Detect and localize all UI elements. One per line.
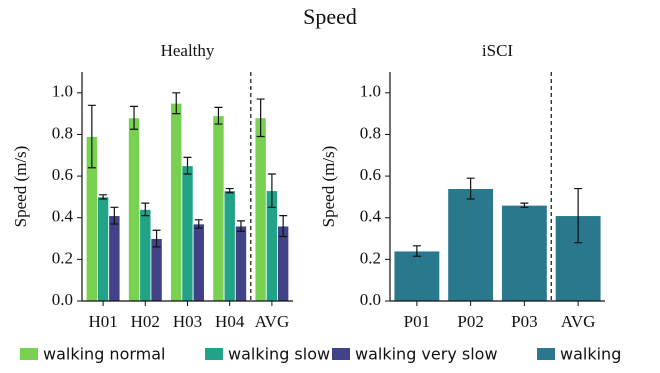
error-bar: [267, 173, 276, 208]
chart-title: iSCI: [482, 41, 514, 60]
x-tick-label: H01: [88, 312, 117, 331]
figure-title: Speed: [303, 4, 357, 29]
y-tick-label: 0.4: [52, 207, 74, 226]
error-bar: [520, 202, 529, 208]
legend-label: walking slow: [228, 345, 330, 364]
y-tick-label: 0.4: [360, 207, 382, 226]
bar: [108, 215, 121, 302]
y-tick-label: 0.2: [52, 248, 73, 267]
legend-swatch: [332, 348, 350, 360]
x-tick-label: AVG: [255, 312, 290, 331]
y-tick-label: 0.2: [360, 248, 381, 267]
x-tick-label: AVG: [561, 312, 596, 331]
bar: [139, 208, 152, 302]
legend-swatch: [20, 348, 38, 360]
error-bar: [225, 187, 234, 194]
x-tick-label: H04: [215, 312, 245, 331]
error-bar: [183, 156, 192, 175]
y-tick-label: 0.0: [360, 290, 381, 309]
error-bar: [574, 187, 583, 244]
bar: [170, 102, 183, 302]
y-axis-label: Speed (m/s): [11, 146, 30, 228]
y-tick-label: 0.8: [360, 123, 381, 142]
error-bar: [152, 229, 161, 248]
error-bar: [130, 105, 139, 130]
bar: [234, 225, 247, 302]
x-tick-label: P01: [404, 312, 430, 331]
error-bar: [194, 219, 203, 229]
legend-label: walking: [560, 345, 621, 364]
y-tick-label: 1.0: [52, 82, 73, 101]
x-tick-label: H03: [173, 312, 202, 331]
bar: [212, 115, 225, 302]
legend-swatch: [537, 348, 555, 360]
bar: [223, 190, 236, 302]
error-bar: [99, 194, 108, 200]
legend: walking normal walking slow walking very s…: [20, 345, 621, 364]
error-bar: [172, 92, 181, 115]
y-tick-label: 0.6: [360, 165, 381, 184]
bar: [447, 188, 494, 302]
bar: [277, 225, 290, 302]
bar: [97, 196, 110, 302]
bar: [393, 250, 441, 302]
error-bar: [256, 98, 265, 138]
y-tick-label: 0.0: [52, 290, 73, 309]
legend-swatch: [205, 348, 223, 360]
x-tick-label: P02: [457, 312, 483, 331]
legend-label: walking very slow: [355, 345, 498, 364]
bar: [150, 238, 163, 302]
y-tick-label: 0.8: [52, 123, 73, 142]
bar: [192, 223, 205, 302]
y-axis-label: Speed (m/s): [319, 146, 338, 228]
bar: [501, 204, 548, 302]
bar: [254, 117, 267, 302]
chart-title: Healthy: [161, 41, 215, 60]
x-tick-label: H02: [131, 312, 160, 331]
y-tick-label: 0.6: [52, 165, 73, 184]
error-bar: [87, 104, 96, 169]
error-bar: [214, 106, 223, 125]
x-tick-label: P03: [511, 312, 537, 331]
error-bar: [236, 220, 245, 232]
bar: [128, 117, 141, 302]
error-bar: [110, 206, 119, 225]
error-bar: [466, 177, 475, 200]
error-bar: [279, 215, 288, 238]
y-tick-label: 1.0: [360, 82, 381, 101]
bar: [181, 165, 194, 302]
legend-label: walking normal: [43, 345, 166, 364]
error-bar: [141, 202, 150, 217]
error-bar: [412, 245, 421, 257]
